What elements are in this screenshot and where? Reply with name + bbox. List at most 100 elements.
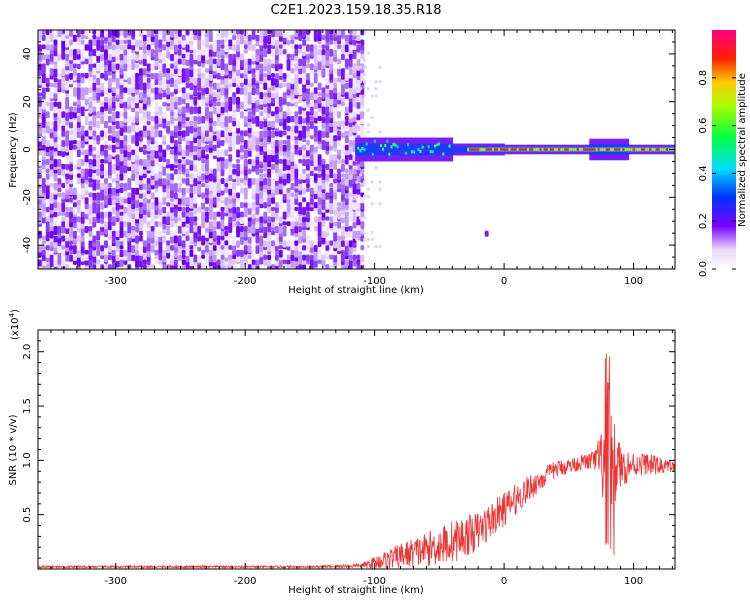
- noise-cell: [142, 116, 147, 124]
- band-cell: [595, 148, 599, 151]
- noise-cell: [236, 159, 240, 164]
- noise-cell: [162, 187, 167, 193]
- noise-cell: [170, 92, 174, 97]
- noise-cell: [189, 225, 194, 234]
- noise-cell: [131, 154, 136, 163]
- noise-cell: [88, 225, 93, 232]
- noise-cell: [352, 73, 357, 79]
- noise-cell: [119, 197, 124, 206]
- noise-cell: [53, 202, 58, 208]
- band-cell: [363, 148, 367, 152]
- noise-cell: [282, 130, 287, 136]
- band-cell: [417, 147, 421, 151]
- noise-cell: [348, 230, 353, 238]
- noise-cell: [216, 30, 221, 37]
- noise-cell: [189, 245, 194, 250]
- noise-cell: [181, 225, 186, 235]
- noise-cell: [278, 96, 283, 105]
- noise-cell: [306, 182, 310, 189]
- noise-cell: [340, 235, 345, 241]
- band-cell: [371, 152, 376, 156]
- noise-cell: [286, 202, 291, 208]
- noise-cell: [154, 254, 159, 260]
- noise-cell: [340, 225, 345, 231]
- noise-cell: [220, 44, 225, 49]
- noise-cell: [76, 249, 81, 258]
- noise-cell: [119, 68, 124, 75]
- noise-cell: [232, 259, 237, 265]
- noise-cell: [247, 34, 252, 42]
- band-cell: [589, 148, 592, 151]
- y-tick-label: 0.5: [22, 507, 33, 523]
- noise-cell: [317, 116, 322, 122]
- noise-cell: [185, 125, 190, 132]
- noise-cell: [325, 225, 330, 234]
- noise-cell: [340, 159, 345, 164]
- noise-cell: [263, 111, 268, 119]
- noise-cell: [193, 87, 198, 96]
- noise-cell: [337, 206, 341, 212]
- noise-cell: [278, 182, 283, 190]
- band-cell: [585, 148, 588, 151]
- noise-cell: [115, 240, 120, 248]
- noise-cell: [69, 154, 73, 162]
- noise-cell: [197, 149, 202, 158]
- noise-cell: [65, 264, 70, 269]
- band-cell: [444, 143, 447, 156]
- noise-cell: [337, 58, 341, 65]
- noise-cell: [348, 192, 353, 197]
- noise-cell: [41, 240, 46, 245]
- noise-cell: [247, 139, 252, 148]
- noise-cell: [232, 130, 237, 136]
- noise-cell: [146, 221, 151, 229]
- noise-cell: [131, 106, 136, 113]
- noise-cell: [224, 135, 229, 144]
- noise-cell: [228, 87, 233, 92]
- noise-cell: [321, 68, 326, 75]
- noise-cell: [232, 58, 237, 66]
- noise-cell: [107, 144, 112, 151]
- noise-cell: [197, 125, 202, 132]
- noise-cell: [49, 34, 54, 43]
- noise-cell: [352, 259, 357, 267]
- noise-cell: [123, 206, 128, 214]
- noise-cell: [41, 53, 46, 61]
- noise-cell: [298, 202, 303, 208]
- band-cell: [639, 148, 642, 151]
- noise-cell: [197, 30, 202, 37]
- noise-cell: [131, 245, 136, 254]
- noise-cell: [100, 92, 105, 97]
- band-cell: [446, 143, 449, 156]
- noise-cell: [236, 211, 240, 219]
- noise-cell: [142, 92, 147, 98]
- noise-cell: [243, 58, 248, 66]
- noise-cell: [333, 87, 338, 94]
- y-tick-label: -40: [22, 237, 33, 253]
- noise-cell: [107, 106, 112, 115]
- noise-cell: [154, 87, 159, 95]
- noise-cell: [138, 225, 143, 231]
- noise-cell: [119, 77, 124, 85]
- noise-cell: [333, 120, 338, 129]
- noise-cell: [189, 235, 194, 241]
- noise-cell: [76, 178, 81, 185]
- noise-cell: [92, 235, 97, 244]
- noise-cell: [177, 135, 182, 143]
- noise-cell: [173, 30, 178, 35]
- noise-cell: [224, 130, 229, 137]
- noise-cell: [119, 225, 124, 233]
- noise-cell: [329, 106, 334, 113]
- noise-cell: [208, 139, 213, 148]
- noise-cell: [193, 254, 198, 263]
- noise-cell: [127, 58, 132, 63]
- noise-cell: [271, 216, 275, 223]
- noise-cell: [38, 106, 42, 114]
- noise-cell: [80, 49, 85, 57]
- noise-cell: [107, 30, 112, 38]
- noise-cell: [38, 211, 42, 218]
- noise-cell: [360, 125, 365, 134]
- noise-cell: [337, 182, 341, 190]
- noise-cell: [69, 216, 73, 223]
- noise-cell: [340, 125, 345, 133]
- noise-cell: [170, 202, 174, 208]
